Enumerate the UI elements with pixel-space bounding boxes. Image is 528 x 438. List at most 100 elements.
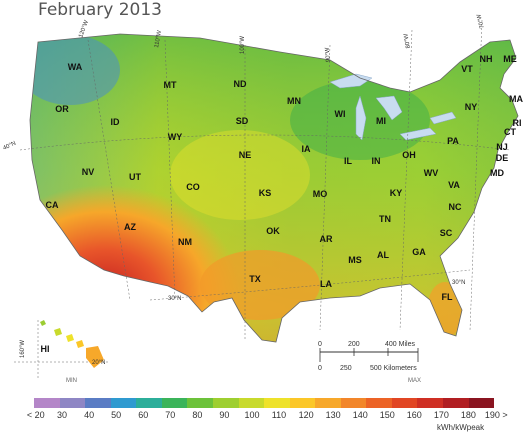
legend-max-label: MAX [408,378,422,384]
state-label-in: IN [372,156,381,166]
graticule-lines [19,19,511,340]
hawaii-inset: 160°W 20°N [14,320,110,378]
state-label-vt: VT [461,64,473,74]
state-label-wi: WI [335,109,346,119]
scale-bar: 0 200 400 Miles 0 250 500 Kilometers [318,341,419,372]
scale-km-250: 250 [340,365,352,372]
lat-label-40n: 40°N [2,141,17,152]
state-label-ca: CA [46,200,59,210]
legend-tick-label: 120 [298,410,314,420]
state-label-va: VA [448,180,460,190]
state-label-co: CO [186,182,200,192]
state-labels: WA OR CA NV ID MT WY UT AZ CO NM ND SD NE KS OK TX MN IA MO… [41,54,524,354]
us-outline [29,33,519,343]
scale-km-500: 500 Kilometers [370,365,417,372]
legend-tick-label: 80 [192,410,203,420]
state-label-id: ID [111,117,121,127]
scale-miles-0: 0 [318,341,322,348]
legend-swatch [110,398,137,408]
state-label-il: IL [344,156,353,166]
legend-swatch [417,398,443,408]
state-label-ct: CT [504,127,516,137]
state-label-ar: AR [320,234,333,244]
hawaii-lon-label: 160°W [20,340,26,358]
lon-label-80w: 80°W [403,33,412,49]
state-label-wa: WA [68,62,83,72]
lon-label-100w: 100°W [240,36,246,54]
hawaii-lat-label: 20°N [92,360,105,366]
state-label-mi: MI [376,116,386,126]
lon-label-110w: 110°W [154,30,163,49]
legend-tick-label: 140 [352,410,368,420]
scale-miles-400: 400 Miles [385,341,415,348]
map-title: February 2013 [38,0,162,20]
state-label-hi: HI [41,344,50,354]
legend-swatch [136,398,162,408]
state-label-ok: OK [266,226,280,236]
legend-tick-label: 40 [84,410,95,420]
state-label-or: OR [55,104,69,114]
legend-swatch [264,398,290,408]
state-label-az: AZ [124,222,136,232]
legend-tick-label: 50 [111,410,122,420]
state-label-nc: NC [449,202,462,212]
legend-tick-label: 60 [138,410,149,420]
state-label-wv: WV [424,168,439,178]
legend-min-label: MIN [66,378,77,384]
state-label-la: LA [320,279,332,289]
state-label-tn: TN [379,214,391,224]
us-solar-map: 120°W 110°W 100°W 90°W 80°W 70°W 40°N 30… [2,13,524,378]
legend-tick-label: 90 [219,410,230,420]
state-label-md: MD [490,168,504,178]
legend-swatch [315,398,341,408]
legend-swatch [187,398,213,408]
state-label-nj: NJ [496,142,508,152]
state-label-ia: IA [302,144,312,154]
state-label-ut: UT [129,172,141,182]
state-label-ky: KY [390,188,403,198]
state-label-mo: MO [313,189,328,199]
state-label-wy: WY [168,132,183,142]
legend-unit: kWh/kWpeak [437,423,485,432]
lat-label-30n-west: 30°N [168,296,181,302]
lat-label-30n-east: 30°N [452,280,465,286]
legend-swatch [238,398,265,408]
legend-tick-label: 160 [406,410,422,420]
state-label-sd: SD [236,116,249,126]
legend-tick-label: 70 [165,410,176,420]
legend-tick-label: 150 [379,410,395,420]
state-label-ma: MA [509,94,523,104]
legend-swatch [34,398,60,408]
state-label-de: DE [496,153,509,163]
state-label-sc: SC [440,228,453,238]
legend-tick-label: 180 [460,410,476,420]
scale-miles-200: 200 [348,341,360,348]
legend-swatch [59,398,86,408]
state-label-ms: MS [348,255,362,265]
state-label-mt: MT [164,80,177,90]
legend-tick-label: < 20 [26,410,45,420]
state-label-nh: NH [480,54,493,64]
state-label-oh: OH [402,150,416,160]
legend-color-ramp [34,398,495,408]
state-label-nm: NM [178,237,192,247]
lon-label-120w: 120°W [78,19,90,38]
legend-tick-label: 170 [433,410,449,420]
legend-swatch [366,398,392,408]
legend-swatch [289,398,316,408]
state-label-ri: RI [513,118,522,128]
legend-swatch [391,398,418,408]
great-lakes [329,73,457,141]
lon-label-90w: 90°W [325,47,332,63]
state-label-pa: PA [447,136,459,146]
legend-tick-label: 130 [325,410,341,420]
legend-swatch [85,398,111,408]
state-label-fl: FL [442,292,453,302]
state-label-mn: MN [287,96,301,106]
state-label-me: ME [503,54,517,64]
scale-km-0: 0 [318,365,322,372]
state-label-nv: NV [82,167,95,177]
legend-tick-label: 110 [271,410,287,420]
legend-swatch [340,398,367,408]
legend-tick-label: 30 [57,410,68,420]
